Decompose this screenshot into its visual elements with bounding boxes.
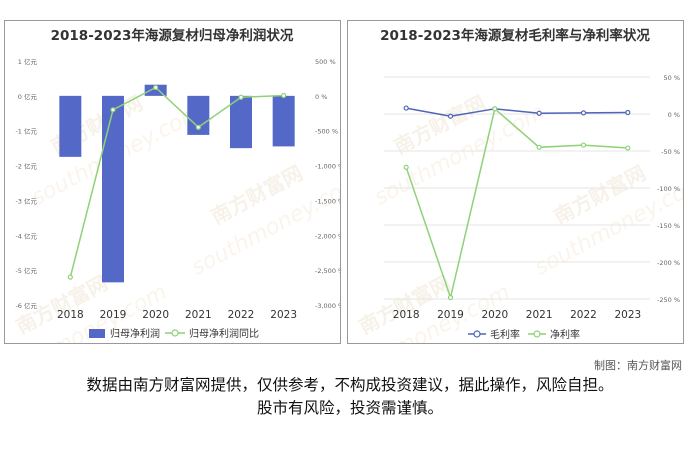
y-tick-label-right: -2,000 %	[315, 232, 340, 240]
point-series-1	[492, 106, 498, 112]
y-tick-label-left: -4 亿元	[15, 231, 37, 240]
point-series-0	[580, 110, 587, 116]
y-tick-label: -200 %	[657, 259, 680, 267]
chart-title: 2018-2023年海源复材毛利率与净利率状况	[380, 27, 650, 44]
point-series-0	[403, 105, 409, 111]
legend-label-line: 归母净利润同比	[189, 327, 259, 340]
x-tick-label: 2018	[57, 309, 84, 321]
y-tick-label-left: -3 亿元	[15, 196, 37, 205]
x-tick-label: 2023	[614, 309, 641, 321]
legend-marker-net	[533, 330, 541, 338]
bar-profit	[272, 95, 295, 147]
y-tick-label-right: 0 %	[315, 93, 327, 101]
y-tick-label-right: -500 %	[315, 128, 338, 136]
watermark-text: southmoney.com	[188, 170, 340, 281]
line-series-0	[406, 107, 628, 117]
y-tick-label: -250 %	[657, 296, 680, 304]
legend-label-net: 净利率	[550, 328, 580, 341]
y-tick-label-right: -1,000 %	[315, 163, 340, 171]
y-tick-label-left: 0 亿元	[18, 92, 38, 101]
point-yoy	[238, 94, 244, 100]
disclaimer-line-2: 股市有风险，投资需谨慎。	[256, 399, 443, 417]
chart-title: 2018-2023年海源复材归母净利润状况	[51, 27, 294, 44]
point-series-1	[403, 164, 409, 170]
bar-profit	[230, 95, 252, 149]
legend-label-gross: 毛利率	[490, 328, 520, 341]
watermark-text: 南方财富网	[550, 161, 650, 229]
y-tick-label-left: -2 亿元	[15, 162, 37, 171]
legend-marker-gross	[473, 330, 481, 338]
point-series-1	[580, 142, 587, 148]
x-tick-label: 2023	[270, 309, 297, 321]
profit-chart-svg: 南方财富网southmoney.com南方财富网southmoney.com南方…	[5, 27, 340, 343]
x-tick-label: 2021	[526, 309, 553, 321]
chart-panel-profit: 南方财富网southmoney.com南方财富网southmoney.com南方…	[4, 20, 341, 344]
legend-swatch-marker	[171, 329, 179, 337]
y-tick-label-right: -2,500 %	[315, 267, 340, 275]
y-tick-label-right: 500 %	[315, 58, 336, 66]
bar-profit	[102, 95, 124, 283]
point-series-0	[536, 110, 542, 116]
y-tick-label: 0 %	[668, 111, 680, 119]
point-yoy	[195, 124, 201, 130]
watermark-text: southmoney.com	[371, 100, 550, 211]
watermark-text: 南方财富网	[207, 161, 307, 229]
legend-label-bar: 归母净利润	[110, 327, 160, 340]
y-tick-label-right: -3,000 %	[315, 302, 340, 310]
disclaimer: 数据由南方财富网提供，仅供参考，不构成投资建议，据此操作，风险自担。 股市有风险…	[0, 374, 700, 420]
chart-panel-margin: 南方财富网 southmoney.com 南方财富网 southmoney.com 南方…	[347, 20, 684, 344]
point-series-0	[447, 113, 454, 119]
x-tick-label: 2021	[185, 309, 212, 321]
y-tick-label-right: -1,500 %	[315, 197, 340, 205]
bar-profit	[144, 84, 167, 96]
x-tick-label: 2020	[142, 309, 169, 321]
watermark-text: 南方财富网	[355, 271, 455, 339]
bar-profit	[187, 95, 210, 135]
point-yoy	[67, 274, 73, 280]
x-tick-label: 2022	[570, 309, 597, 321]
y-tick-label-left: -5 亿元	[15, 266, 37, 275]
point-yoy	[153, 84, 159, 91]
watermark-text: 南方财富网	[390, 91, 490, 159]
x-tick-label: 2020	[481, 309, 508, 321]
x-tick-label: 2018	[393, 309, 420, 321]
line-yoy	[69, 86, 284, 278]
point-series-1	[536, 144, 542, 150]
point-series-1	[625, 145, 631, 151]
x-tick-label: 2019	[437, 309, 464, 321]
line-series-1	[405, 107, 628, 301]
disclaimer-line-1: 数据由南方财富网提供，仅供参考，不构成投资建议，据此操作，风险自担。	[86, 376, 614, 394]
y-tick-label-left: -1 亿元	[15, 127, 37, 136]
y-tick-label: 50 %	[663, 74, 680, 82]
legend-swatch-bar	[89, 329, 105, 338]
point-series-1	[447, 294, 454, 301]
y-tick-label: -50 %	[661, 148, 680, 156]
point-series-0	[625, 109, 631, 116]
point-yoy	[110, 107, 116, 113]
chart-credit: 制图：南方财富网	[594, 359, 682, 372]
y-tick-label: -150 %	[657, 222, 680, 230]
x-tick-label: 2019	[100, 309, 127, 321]
y-tick-label: -100 %	[657, 185, 680, 193]
x-tick-label: 2022	[228, 309, 255, 321]
y-tick-label-left: -6 亿元	[15, 301, 37, 310]
bar-profit	[59, 95, 82, 157]
point-yoy	[281, 92, 287, 99]
y-tick-label-left: 1 亿元	[18, 57, 38, 66]
